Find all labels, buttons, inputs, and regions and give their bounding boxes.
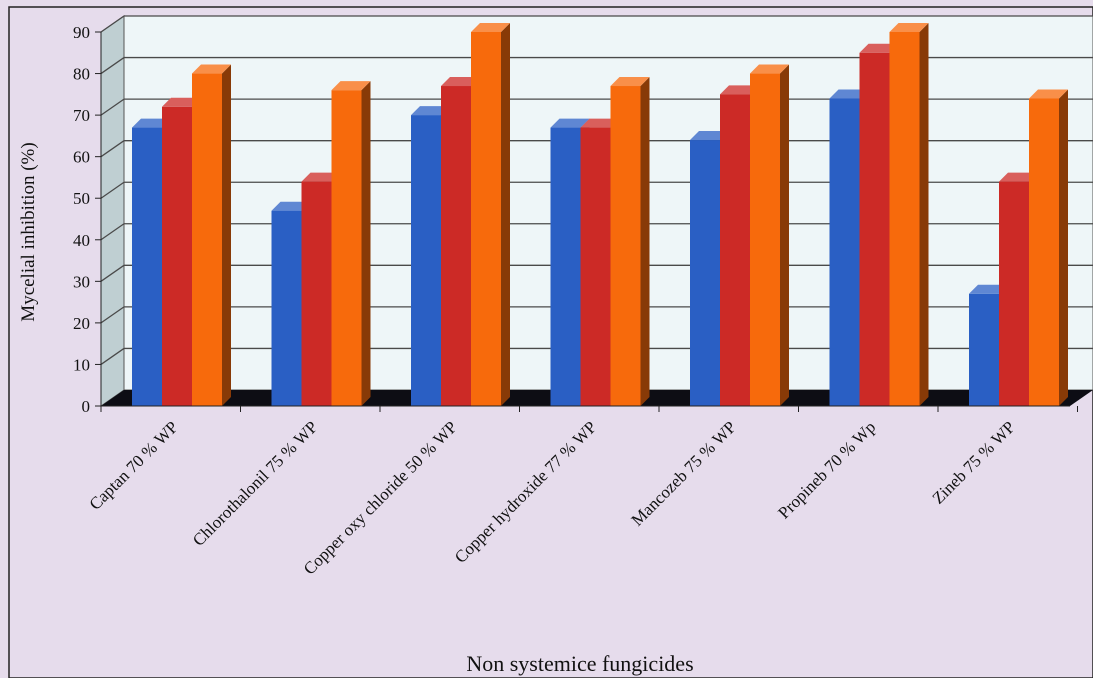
bar-front bbox=[610, 86, 641, 407]
x-axis-label: Non systemice fungicides bbox=[466, 651, 693, 676]
bar-front bbox=[829, 98, 860, 406]
bar-front bbox=[999, 181, 1029, 406]
bar-side bbox=[1059, 89, 1068, 406]
bar-side bbox=[222, 64, 231, 407]
bar-side bbox=[919, 23, 929, 406]
bar-top bbox=[750, 64, 789, 74]
bar-front bbox=[471, 32, 501, 406]
plot-side-wall bbox=[100, 15, 125, 407]
bar bbox=[471, 23, 510, 406]
bar-front bbox=[550, 127, 581, 407]
bar-front bbox=[271, 210, 302, 406]
bar-side bbox=[640, 77, 650, 407]
bar-side bbox=[501, 23, 510, 406]
bar-front bbox=[441, 86, 471, 407]
y-tick-label: 20 bbox=[73, 314, 90, 333]
bar-side bbox=[361, 81, 371, 406]
y-tick-label: 30 bbox=[73, 272, 90, 291]
grid-line-side bbox=[100, 223, 125, 241]
bar-top bbox=[550, 118, 590, 128]
bar-front bbox=[132, 127, 162, 407]
bar-top bbox=[999, 172, 1038, 182]
grid-line-side bbox=[100, 264, 125, 282]
bar-front bbox=[162, 106, 192, 407]
bar-front bbox=[331, 90, 362, 406]
y-axis-ticks: 0 10 20 30 40 50 60 70 80 90 bbox=[73, 23, 102, 416]
bar-top bbox=[162, 97, 201, 107]
grid-line-side bbox=[100, 347, 125, 365]
bar-top bbox=[301, 172, 341, 182]
y-tick-label: 70 bbox=[73, 106, 90, 125]
bar-top bbox=[132, 118, 171, 128]
bar-front bbox=[580, 127, 611, 407]
bar-front bbox=[889, 32, 920, 406]
bar-top bbox=[859, 43, 899, 53]
bar-front bbox=[411, 115, 441, 406]
bar-top bbox=[889, 23, 929, 32]
bar bbox=[889, 23, 929, 406]
y-tick-label: 0 bbox=[82, 397, 91, 416]
bar-top bbox=[411, 106, 450, 116]
bar bbox=[750, 64, 789, 407]
bar-side bbox=[780, 64, 789, 407]
grid-line-side bbox=[100, 140, 125, 158]
bar-top bbox=[829, 89, 869, 99]
bar-top bbox=[610, 77, 650, 87]
bar bbox=[192, 64, 231, 407]
y-axis-label: Mycelial inhibition (%) bbox=[18, 142, 39, 321]
bar-top bbox=[580, 118, 620, 128]
y-tick-label: 40 bbox=[73, 231, 90, 250]
y-tick-label: 80 bbox=[73, 65, 90, 84]
bar-top bbox=[471, 23, 510, 32]
bar-top bbox=[271, 201, 311, 211]
bar bbox=[610, 77, 650, 407]
grid-line-side bbox=[100, 98, 125, 116]
bar-top bbox=[331, 81, 371, 91]
bar bbox=[1029, 89, 1068, 406]
bar-front bbox=[969, 293, 999, 406]
bar-top bbox=[1029, 89, 1068, 99]
bar-top bbox=[192, 64, 231, 74]
grid-line-side bbox=[100, 181, 125, 199]
bar-front bbox=[192, 73, 222, 407]
grid-line-side bbox=[100, 15, 125, 33]
bar bbox=[331, 81, 371, 406]
bar-front bbox=[859, 52, 890, 407]
bars bbox=[132, 23, 1068, 407]
bar-front bbox=[720, 94, 750, 406]
bar-top bbox=[969, 284, 1008, 294]
grid-line-side bbox=[100, 57, 125, 75]
bar-top bbox=[690, 131, 729, 141]
y-tick-label: 60 bbox=[73, 148, 90, 167]
bar-front bbox=[750, 73, 780, 407]
y-tick-label: 50 bbox=[73, 189, 90, 208]
bar-top bbox=[441, 77, 480, 87]
grid-line-side bbox=[100, 306, 125, 324]
bar-front bbox=[1029, 98, 1059, 406]
bar-front bbox=[301, 181, 332, 406]
y-tick-label: 10 bbox=[73, 355, 90, 374]
y-tick-label: 90 bbox=[73, 23, 90, 42]
bar-front bbox=[690, 140, 720, 407]
bar-top bbox=[720, 85, 759, 95]
